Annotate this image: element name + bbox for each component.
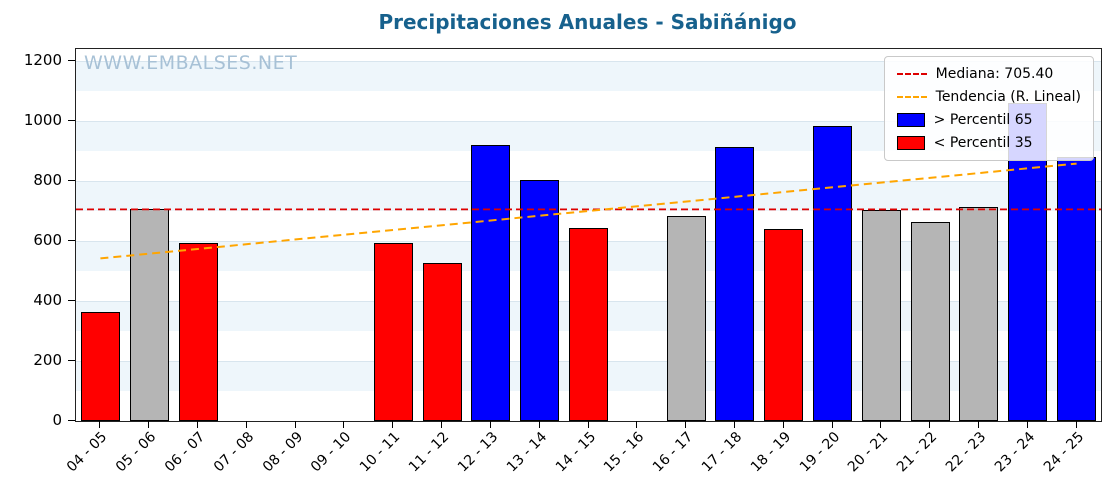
y-tick-mark bbox=[68, 300, 75, 301]
gridline bbox=[76, 61, 1101, 62]
y-tick-mark bbox=[68, 60, 75, 61]
bar-14-15 bbox=[568, 227, 609, 421]
bar-17-18 bbox=[715, 146, 755, 421]
y-tick-mark bbox=[68, 180, 75, 181]
x-tick-mark bbox=[880, 421, 882, 428]
x-tick-mark bbox=[685, 421, 687, 428]
legend-item-trend: Tendencia (R. Lineal) bbox=[896, 89, 1081, 105]
bar-10-11 bbox=[373, 242, 413, 421]
y-tick-label: 1000 bbox=[23, 111, 62, 129]
legend-item-median: Mediana: 705.40 bbox=[896, 66, 1081, 82]
y-tick-mark bbox=[68, 420, 75, 421]
plot-area: Mediana: 705.40 Tendencia (R. Lineal) > … bbox=[75, 48, 1102, 422]
x-tick-mark bbox=[929, 421, 931, 428]
x-tick-mark bbox=[782, 421, 784, 428]
x-tick-mark bbox=[441, 421, 443, 428]
x-tick-mark bbox=[148, 421, 150, 428]
below-percentile-swatch bbox=[896, 136, 925, 150]
gridline bbox=[76, 121, 1101, 122]
bar-05-06 bbox=[129, 208, 169, 421]
x-tick-mark bbox=[538, 421, 540, 428]
bar-18-19 bbox=[764, 229, 804, 421]
bar-06-07 bbox=[178, 243, 218, 421]
legend-above-label: > Percentil 65 bbox=[933, 112, 1033, 128]
bar-21-22 bbox=[910, 222, 950, 421]
y-tick-mark bbox=[68, 360, 75, 361]
y-tick-label: 800 bbox=[33, 171, 62, 189]
x-tick-mark bbox=[733, 421, 735, 428]
legend-item-above-percentile: > Percentil 65 bbox=[896, 112, 1081, 128]
y-tick-label: 600 bbox=[33, 231, 62, 249]
median-line-sample bbox=[896, 73, 927, 75]
x-tick-mark bbox=[197, 421, 199, 428]
y-tick-label: 200 bbox=[33, 351, 62, 369]
x-tick-mark bbox=[245, 421, 247, 428]
legend-median-label: Mediana: 705.40 bbox=[935, 66, 1054, 82]
legend: Mediana: 705.40 Tendencia (R. Lineal) > … bbox=[883, 56, 1094, 161]
chart-title: Precipitaciones Anuales - Sabiñánigo bbox=[378, 10, 797, 34]
bar-12-13 bbox=[471, 145, 511, 421]
x-tick-mark bbox=[489, 421, 491, 428]
bar-22-23 bbox=[959, 206, 999, 421]
bar-20-21 bbox=[861, 209, 901, 421]
x-tick-mark bbox=[294, 421, 296, 428]
x-tick-mark bbox=[392, 421, 394, 428]
gridline bbox=[76, 181, 1101, 182]
legend-below-label: < Percentil 35 bbox=[933, 135, 1033, 151]
bar-24-25 bbox=[1057, 157, 1097, 421]
x-tick-mark bbox=[1026, 421, 1028, 428]
x-tick-mark bbox=[636, 421, 638, 428]
x-tick-mark bbox=[99, 421, 101, 428]
x-tick-mark bbox=[977, 421, 979, 428]
y-tick-mark bbox=[68, 240, 75, 241]
y-tick-label: 1200 bbox=[23, 51, 62, 69]
y-tick-label: 0 bbox=[52, 411, 62, 429]
x-tick-mark bbox=[831, 421, 833, 428]
trend-line-sample bbox=[896, 96, 927, 98]
x-tick-mark bbox=[587, 421, 589, 428]
legend-item-below-percentile: < Percentil 35 bbox=[896, 135, 1081, 151]
x-tick-mark bbox=[1075, 421, 1077, 428]
y-tick-mark bbox=[68, 120, 75, 121]
bar-11-12 bbox=[422, 262, 462, 421]
above-percentile-swatch bbox=[896, 113, 925, 127]
bar-04-05 bbox=[80, 311, 120, 421]
watermark: WWW.EMBALSES.NET bbox=[84, 52, 298, 74]
bar-19-20 bbox=[813, 125, 853, 421]
legend-trend-label: Tendencia (R. Lineal) bbox=[935, 89, 1081, 105]
x-tick-mark bbox=[343, 421, 345, 428]
bar-16-17 bbox=[666, 215, 706, 421]
y-tick-label: 400 bbox=[33, 291, 62, 309]
bar-13-14 bbox=[520, 179, 560, 421]
